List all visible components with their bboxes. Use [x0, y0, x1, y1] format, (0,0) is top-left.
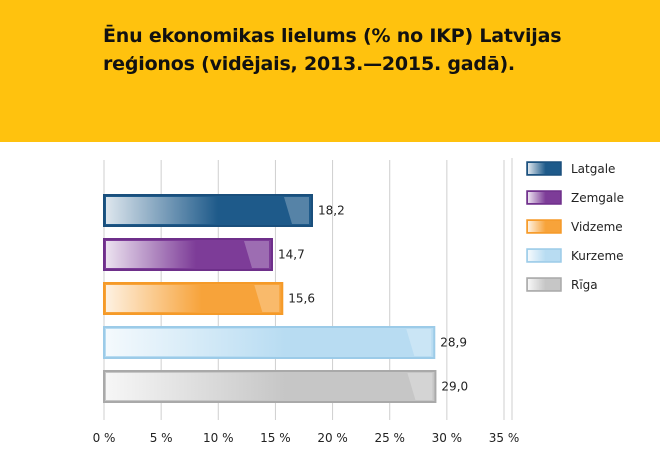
legend-label: Zemgale	[571, 191, 624, 205]
chart-title: Ēnu ekonomikas lielums (% no IKP) Latvij…	[103, 25, 562, 75]
data-label: 28,9	[440, 336, 467, 350]
legend-swatch-highlight	[528, 250, 560, 261]
x-tick-label: 5 %	[150, 431, 173, 445]
bar-highlight	[106, 285, 281, 312]
bar-gloss	[406, 329, 432, 356]
x-tick-label: 25 %	[374, 431, 405, 445]
data-label: 18,2	[318, 204, 345, 218]
legend-swatch-highlight	[528, 192, 560, 203]
x-tick-label: 0 %	[93, 431, 116, 445]
bar-highlight	[106, 329, 433, 356]
bar-gloss	[284, 197, 309, 224]
x-tick-label: 30 %	[432, 431, 463, 445]
data-label: 29,0	[441, 380, 468, 394]
legend-label: Rīga	[571, 278, 598, 292]
bar-gloss	[244, 241, 269, 268]
bar-gloss	[254, 285, 280, 312]
legend-swatch-highlight	[528, 163, 560, 174]
data-label: 15,6	[288, 292, 315, 306]
x-tick-label: 10 %	[203, 431, 234, 445]
legend-label: Latgale	[571, 162, 615, 176]
x-tick-label: 15 %	[260, 431, 291, 445]
title-banner	[0, 0, 660, 142]
bar-gloss	[407, 373, 433, 400]
x-tick-label: 20 %	[317, 431, 348, 445]
legend-swatch-highlight	[528, 221, 560, 232]
legend-label: Kurzeme	[571, 249, 624, 263]
x-tick-label: 35 %	[489, 431, 520, 445]
bar-highlight	[106, 373, 434, 400]
legend-swatch-highlight	[528, 279, 560, 290]
bar-highlight	[106, 197, 310, 224]
data-label: 14,7	[278, 248, 305, 262]
bar-highlight	[106, 241, 270, 268]
legend-label: Vidzeme	[571, 220, 623, 234]
